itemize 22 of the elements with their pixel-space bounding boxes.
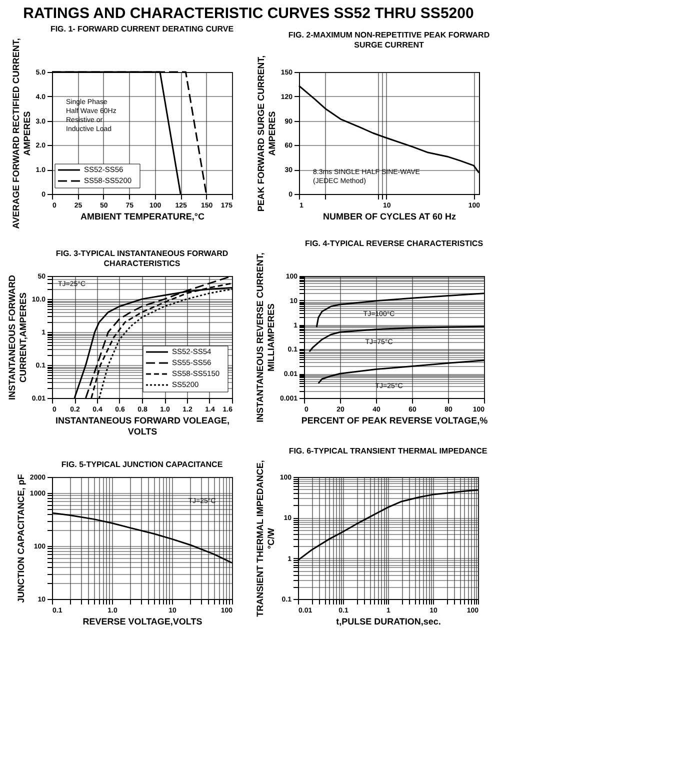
x-axis-title: REVERSE VOLTAGE,VOLTS [82, 616, 202, 626]
chart-title: FIG. 3-TYPICAL INSTANTANEOUS FORWARD CHARACTERISTICS [56, 249, 228, 268]
y-axis-title: INSTANTANEOUS REVERSE CURRENT, MILLIAMPERES [254, 252, 276, 422]
chart-title: FIG. 4-TYPICAL REVERSE CHARACTERISTICS [304, 239, 484, 248]
x-axis-title: PERCENT OF PEAK REVERSE VOLTAGE,% [301, 416, 488, 426]
chart-title: FIG. 2-MAXIMUM NON-REPETITIVE PEAK FORWARD SURGE CURRENT [288, 30, 490, 50]
chart-title: FIG. 1- FORWARD CURRENT DERATING CURVE [50, 24, 234, 34]
y-axis-title: TRANSIENT THERMAL IMPEDANCE, °C/W [254, 460, 276, 617]
chart-title: FIG. 6-TYPICAL TRANSIENT THERMAL IMPEDANCE [288, 446, 488, 456]
x-axis-title: INSTANTANEOUS FORWARD VOLEAGE, VOLTS [55, 416, 230, 436]
chart-title: FIG. 5-TYPICAL JUNCTION CAPACITANCE [61, 460, 224, 469]
y-axis-title: JUNCTION CAPACITANCE, pF [16, 474, 26, 603]
x-axis-title: AMBIENT TEMPERATURE,°C [80, 212, 205, 222]
line-series [316, 292, 485, 328]
line-series [318, 360, 485, 384]
y-axis-title: AVERAGE FORWARD RECTIFIED CURRENT, AMPERES [10, 38, 32, 229]
x-axis-title: t,PULSE DURATION,sec. [336, 616, 441, 626]
x-axis-title: NUMBER OF CYCLES AT 60 Hz [322, 212, 456, 222]
line-series [308, 326, 485, 352]
y-axis-title: PEAK FORWARD SURGE CURRENT, AMPERES [256, 55, 277, 212]
y-axis-title: INSTANTANEOUS FORWARD CURRENT,AMPERES [6, 274, 28, 400]
text: RATINGS AND CHARACTERISTIC CURVES SS52 THRU SS5200 [23, 5, 474, 22]
